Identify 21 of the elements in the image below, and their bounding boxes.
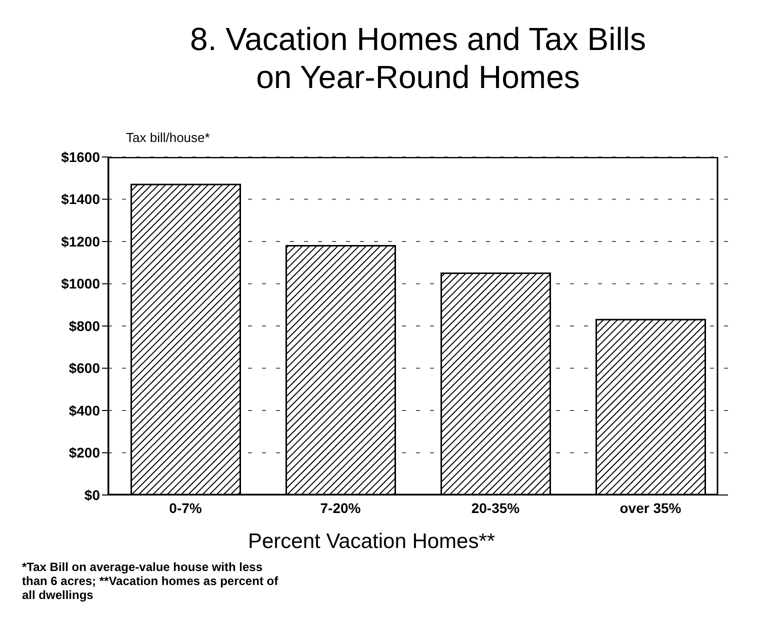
bar: [130, 184, 241, 495]
y-tick-label: $600: [68, 360, 100, 376]
bar: [440, 272, 551, 495]
y-tick-label: $1000: [61, 276, 100, 292]
y-tick-label: $1200: [61, 233, 100, 250]
bar: [286, 244, 396, 495]
text: *Tax Bill on average-value house with less than 6 acres; **Vacation homes as percent of all dwellings: [22, 560, 280, 602]
y-tick-label: $1400: [61, 191, 100, 208]
y-tick-label: $0: [84, 486, 100, 503]
y-tick-label: $800: [68, 318, 100, 334]
y-tick-label: $200: [68, 444, 100, 461]
chart-title: 8. Vacation Homes and Tax Bills on Year-Round Homes: [190, 21, 646, 95]
y-axis-title: Tax bill/house*: [126, 130, 210, 145]
x-tick-label: over 35%: [620, 500, 682, 516]
x-tick-label: 20-35%: [471, 500, 520, 516]
x-tick-label: 7-20%: [320, 500, 362, 516]
y-tick-label: $400: [68, 402, 100, 418]
bar: [596, 318, 706, 495]
y-tick-label: $1600: [61, 148, 100, 165]
x-tick-label: 0-7%: [169, 500, 202, 516]
x-axis-title: Percent Vacation Homes**: [248, 530, 496, 554]
